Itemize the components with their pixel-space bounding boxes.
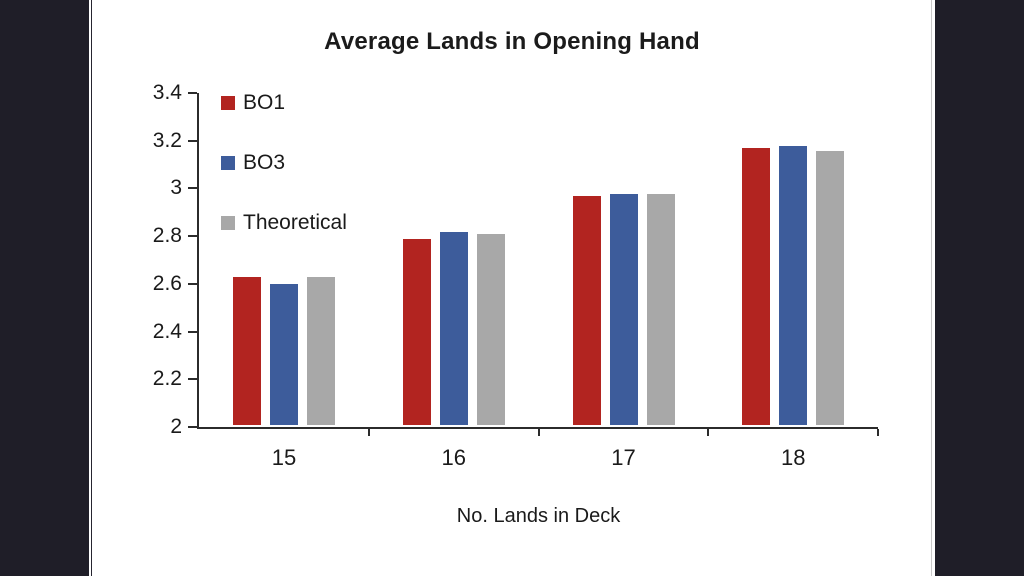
x-axis-tick	[367, 429, 370, 436]
y-axis-line	[197, 93, 199, 429]
legend-item-theoretical: Theoretical	[221, 211, 347, 235]
legend-label: BO1	[243, 91, 286, 114]
y-axis-tick	[188, 235, 197, 238]
bar-bo1-15	[233, 277, 261, 425]
bar-bo3-17	[609, 193, 638, 425]
x-axis-category-label: 17	[611, 445, 636, 470]
y-axis-tick-label: 2	[170, 415, 182, 438]
bar-bo3-18	[779, 145, 808, 425]
bar-theoretical-18	[816, 150, 845, 425]
y-axis-tick-label: 2.4	[152, 319, 182, 343]
bar-bo1-17	[572, 195, 601, 425]
y-axis-tick-label: 3.4	[152, 81, 182, 104]
x-axis-title: No. Lands in Deck	[456, 505, 621, 527]
bar-bo3-15	[270, 284, 298, 425]
y-axis-tick	[188, 330, 197, 333]
bar-bo1-18	[742, 148, 771, 425]
plot-area: BO1 BO3 Theoretical 3.4 3.2 3 2.8 2.6 2.4 2.2 2 15…	[153, 81, 879, 470]
bar-theoretical-15	[307, 277, 335, 425]
bar-group-16	[369, 93, 539, 425]
right-edge-line	[931, 0, 932, 576]
chart-title: Average Lands in Opening Hand	[324, 28, 700, 55]
y-axis-tick	[188, 378, 197, 381]
x-axis-category-label: 18	[781, 445, 806, 470]
letterbox-right	[935, 0, 1024, 576]
legend-swatch-icon	[221, 96, 235, 110]
bar-group-18	[708, 93, 878, 425]
x-axis-tick	[537, 429, 540, 436]
y-axis-tick	[188, 187, 197, 190]
legend-swatch-icon	[221, 156, 235, 170]
left-edge-line	[91, 0, 92, 576]
letterbox-left	[0, 0, 89, 576]
legend-item-bo1: BO1	[221, 91, 347, 115]
x-axis-line	[199, 427, 878, 429]
bar-theoretical-16	[476, 234, 505, 425]
y-axis-tick-label: 2.8	[152, 224, 182, 248]
y-axis-tick-label: 2.2	[152, 367, 182, 391]
x-axis-category-label: 15	[271, 445, 297, 470]
y-axis-tick	[188, 426, 197, 428]
bar-bo1-16	[402, 238, 431, 425]
bar-group-15	[199, 93, 369, 425]
x-axis-category-label: 16	[441, 445, 466, 470]
bar-theoretical-17	[646, 193, 675, 425]
y-axis-tick	[188, 282, 197, 285]
x-axis-tick	[877, 429, 879, 436]
legend-label: Theoretical	[243, 211, 347, 234]
y-axis-tick-label: 2.6	[152, 271, 182, 295]
y-axis-tick-label: 3.2	[152, 128, 182, 152]
y-axis-tick-label: 3	[170, 176, 182, 200]
legend-item-bo3: BO3	[221, 151, 347, 175]
bar-bo3-16	[439, 231, 468, 425]
legend-label: BO3	[243, 151, 286, 174]
legend: BO1 BO3 Theoretical	[221, 91, 347, 271]
y-axis-tick	[188, 139, 197, 142]
legend-swatch-icon	[221, 216, 235, 230]
x-axis-tick	[707, 429, 710, 436]
bar-group-17	[539, 93, 709, 425]
y-axis-tick	[188, 92, 197, 94]
